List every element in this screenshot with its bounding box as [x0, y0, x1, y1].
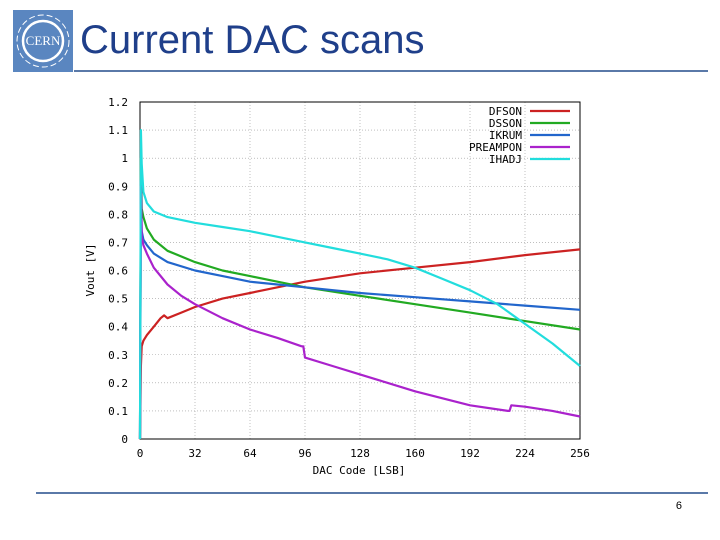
- y-tick-label: 0.3: [108, 349, 128, 362]
- y-tick-label: 1.2: [108, 96, 128, 109]
- x-tick-label: 256: [570, 447, 590, 460]
- series-line-ikrum: [138, 179, 581, 440]
- series-line-dsson: [138, 157, 581, 440]
- series-lines: [138, 129, 581, 440]
- y-tick-label: 0.2: [108, 377, 128, 390]
- legend-label-ikrum: IKRUM: [489, 129, 522, 142]
- legend-label-dsson: DSSON: [489, 117, 522, 130]
- axis-ticks: 0 32 64 96 128 160 192 224 256 0 0.1 0.2 0.3 0.4 0.5 0.…: [108, 96, 590, 460]
- x-axis-label: DAC Code [LSB]: [313, 464, 406, 477]
- y-tick-label: 0.1: [108, 405, 128, 418]
- page-number: 6: [675, 500, 682, 512]
- x-tick-label: 192: [460, 447, 480, 460]
- y-tick-label: 0.4: [108, 321, 128, 334]
- y-tick-label: 0.6: [108, 265, 128, 278]
- y-tick-label: 0.5: [108, 293, 128, 306]
- x-tick-label: 64: [243, 447, 257, 460]
- y-tick-label: 1.1: [108, 124, 128, 137]
- x-tick-label: 224: [515, 447, 535, 460]
- x-tick-label: 0: [137, 447, 144, 460]
- y-tick-label: 0: [121, 433, 128, 446]
- series-line-dfson: [138, 248, 581, 440]
- series-line-preampon: [138, 185, 581, 440]
- y-tick-label: 1: [121, 152, 128, 165]
- y-tick-label: 0.7: [108, 236, 128, 249]
- x-tick-label: 128: [350, 447, 370, 460]
- title-underline: [74, 70, 708, 72]
- x-tick-label: 96: [298, 447, 311, 460]
- logo-text: CERN: [26, 33, 61, 48]
- legend-label-ihadj: IHADJ: [489, 153, 522, 166]
- cern-logo: CERN: [13, 10, 73, 72]
- footer-rule: [36, 492, 708, 494]
- x-tick-label: 160: [405, 447, 425, 460]
- legend-label-dfson: DFSON: [489, 105, 522, 118]
- y-axis-label: Vout [V]: [84, 244, 97, 297]
- y-tick-label: 0.8: [108, 208, 128, 221]
- slide-title: Current DAC scans: [80, 18, 425, 62]
- legend-label-preampon: PREAMPON: [469, 141, 522, 154]
- x-tick-label: 32: [188, 447, 201, 460]
- y-tick-label: 0.9: [108, 180, 128, 193]
- series-line-ihadj: [138, 129, 581, 440]
